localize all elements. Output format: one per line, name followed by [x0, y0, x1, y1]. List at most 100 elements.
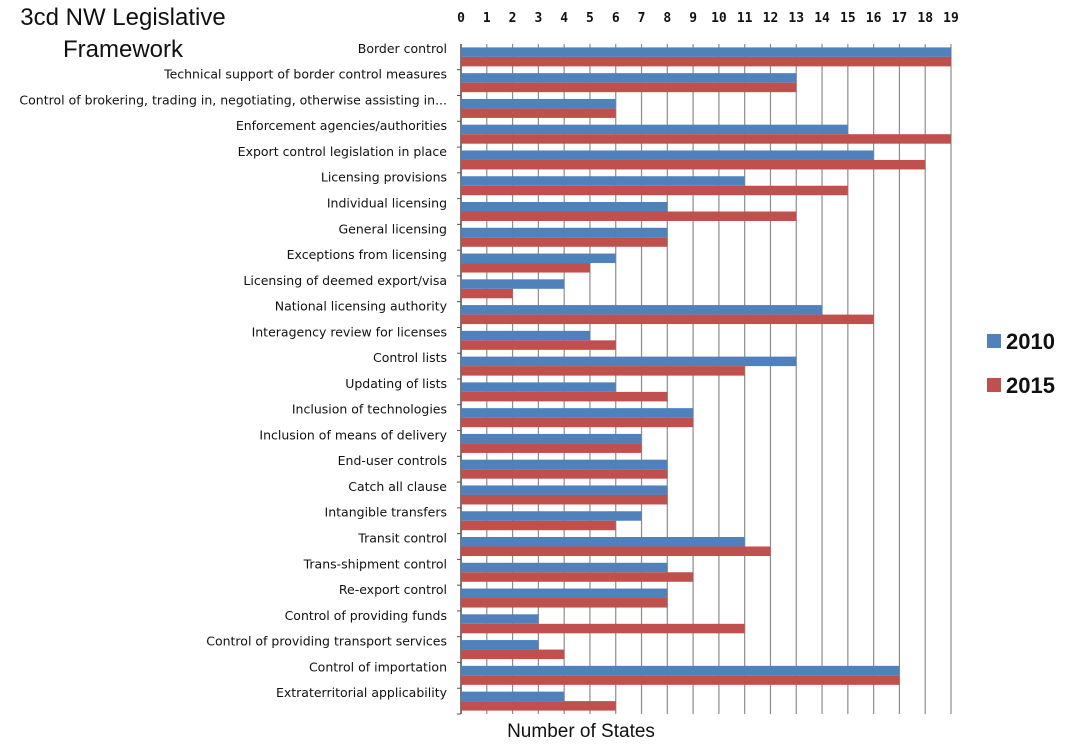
bar-2010 — [461, 176, 745, 186]
bar-2015 — [461, 211, 797, 221]
bar-2010 — [461, 382, 616, 392]
bar-2015 — [461, 623, 745, 634]
bar-2015 — [461, 82, 797, 93]
bar-2015 — [461, 701, 616, 711]
category-label: Control of brokering, trading in, negoti… — [19, 92, 447, 107]
bar-2010 — [461, 356, 797, 367]
bar-2010 — [461, 665, 900, 676]
x-axis-ticks: 0 1 2 3 4 5 6 7 8 9 10 11 12 13 14 15 16 17 18 19 — [457, 11, 959, 26]
bar-2010 — [461, 433, 642, 444]
x-tick-label: 6 — [612, 11, 620, 26]
bar-2010 — [461, 253, 616, 264]
category-label: National licensing authority — [275, 299, 448, 314]
category-label: Trans-shipment control — [303, 556, 447, 571]
bar-2010 — [461, 485, 668, 495]
bar-2015 — [461, 314, 874, 325]
bar-2010 — [461, 227, 668, 238]
bar-2010 — [461, 691, 565, 702]
category-label: Control lists — [373, 350, 447, 365]
bar-2010 — [461, 614, 539, 624]
x-tick-label: 9 — [689, 11, 697, 26]
bar-2010 — [461, 202, 668, 212]
x-tick-label: 18 — [917, 11, 933, 26]
category-label: Technical support of border control meas… — [163, 67, 447, 82]
category-label: Licensing provisions — [321, 170, 447, 185]
bar-2010 — [461, 459, 668, 470]
bar-2015 — [461, 649, 565, 660]
x-tick-label: 8 — [663, 11, 671, 26]
bars — [461, 47, 951, 711]
bar-2015 — [461, 56, 951, 67]
bar-2015 — [461, 675, 900, 685]
x-tick-label: 5 — [586, 11, 594, 26]
bar-2010 — [461, 150, 874, 160]
category-label: Export control legislation in place — [238, 144, 448, 159]
x-tick-label: 14 — [814, 11, 830, 26]
x-tick-label: 0 — [457, 11, 465, 26]
x-tick-label: 4 — [560, 11, 568, 26]
bar-2010 — [461, 98, 616, 109]
category-label: General licensing — [338, 221, 447, 236]
bar-2015 — [461, 108, 616, 118]
legend-label-2015: 2015 — [1006, 373, 1055, 398]
bar-2010 — [461, 305, 823, 315]
bar-2015 — [461, 494, 668, 505]
category-label: Interagency review for licenses — [252, 324, 447, 339]
category-label: Border control — [358, 41, 447, 56]
category-label: Transit control — [357, 531, 447, 546]
bar-2010 — [461, 588, 668, 599]
x-tick-label: 12 — [763, 11, 779, 26]
x-tick-label: 10 — [711, 11, 727, 26]
bar-2015 — [461, 443, 642, 453]
x-tick-label: 16 — [866, 11, 882, 26]
bar-2015 — [461, 598, 668, 608]
bar-2015 — [461, 340, 616, 350]
category-label: Inclusion of means of delivery — [259, 427, 447, 442]
x-tick-label: 19 — [943, 11, 959, 26]
legend-label-2010: 2010 — [1006, 329, 1055, 354]
bar-2015 — [461, 520, 616, 531]
legend: 2010 2015 — [987, 329, 1055, 398]
bar-2015 — [461, 237, 668, 247]
category-label: Control of providing transport services — [206, 634, 447, 649]
bar-2015 — [461, 366, 745, 376]
bar-2015 — [461, 417, 694, 428]
x-axis-label: Number of States — [507, 721, 655, 742]
category-label: Inclusion of technologies — [292, 402, 447, 417]
bar-2010 — [461, 511, 642, 521]
x-tick-label: 1 — [483, 11, 491, 26]
bar-2010 — [461, 47, 951, 57]
bar-2015 — [461, 288, 513, 299]
category-label: Licensing of deemed export/visa — [243, 273, 447, 288]
category-label: Control of importation — [309, 659, 447, 674]
bar-2015 — [461, 159, 926, 170]
category-label: Individual licensing — [327, 196, 447, 211]
bar-2010 — [461, 408, 694, 418]
x-tick-label: 15 — [840, 11, 856, 26]
x-tick-label: 11 — [737, 11, 753, 26]
category-label: Enforcement agencies/authorities — [236, 118, 447, 133]
legend-swatch-2015 — [987, 378, 1001, 392]
x-tick-label: 2 — [509, 11, 517, 26]
category-label: Control of providing funds — [285, 608, 447, 623]
bar-2015 — [461, 546, 771, 556]
x-tick-label: 7 — [638, 11, 646, 26]
category-labels: Border control Technical support of borde… — [19, 41, 447, 700]
gridlines — [457, 44, 952, 715]
bar-2015 — [461, 572, 694, 582]
category-label: Re-export control — [339, 582, 447, 597]
bar-2010 — [461, 640, 539, 650]
category-label: Exceptions from licensing — [287, 247, 447, 262]
bar-2015 — [461, 263, 590, 273]
category-label: Intangible transfers — [325, 505, 447, 520]
bar-2010 — [461, 124, 848, 135]
bar-2010 — [461, 330, 590, 341]
category-label: Catch all clause — [348, 479, 447, 494]
category-label: Extraterritorial applicability — [276, 685, 448, 700]
x-tick-label: 3 — [534, 11, 542, 26]
category-label: End-user controls — [338, 453, 447, 468]
bar-2015 — [461, 134, 951, 144]
bar-2015 — [461, 469, 668, 479]
bar-2010 — [461, 537, 745, 547]
